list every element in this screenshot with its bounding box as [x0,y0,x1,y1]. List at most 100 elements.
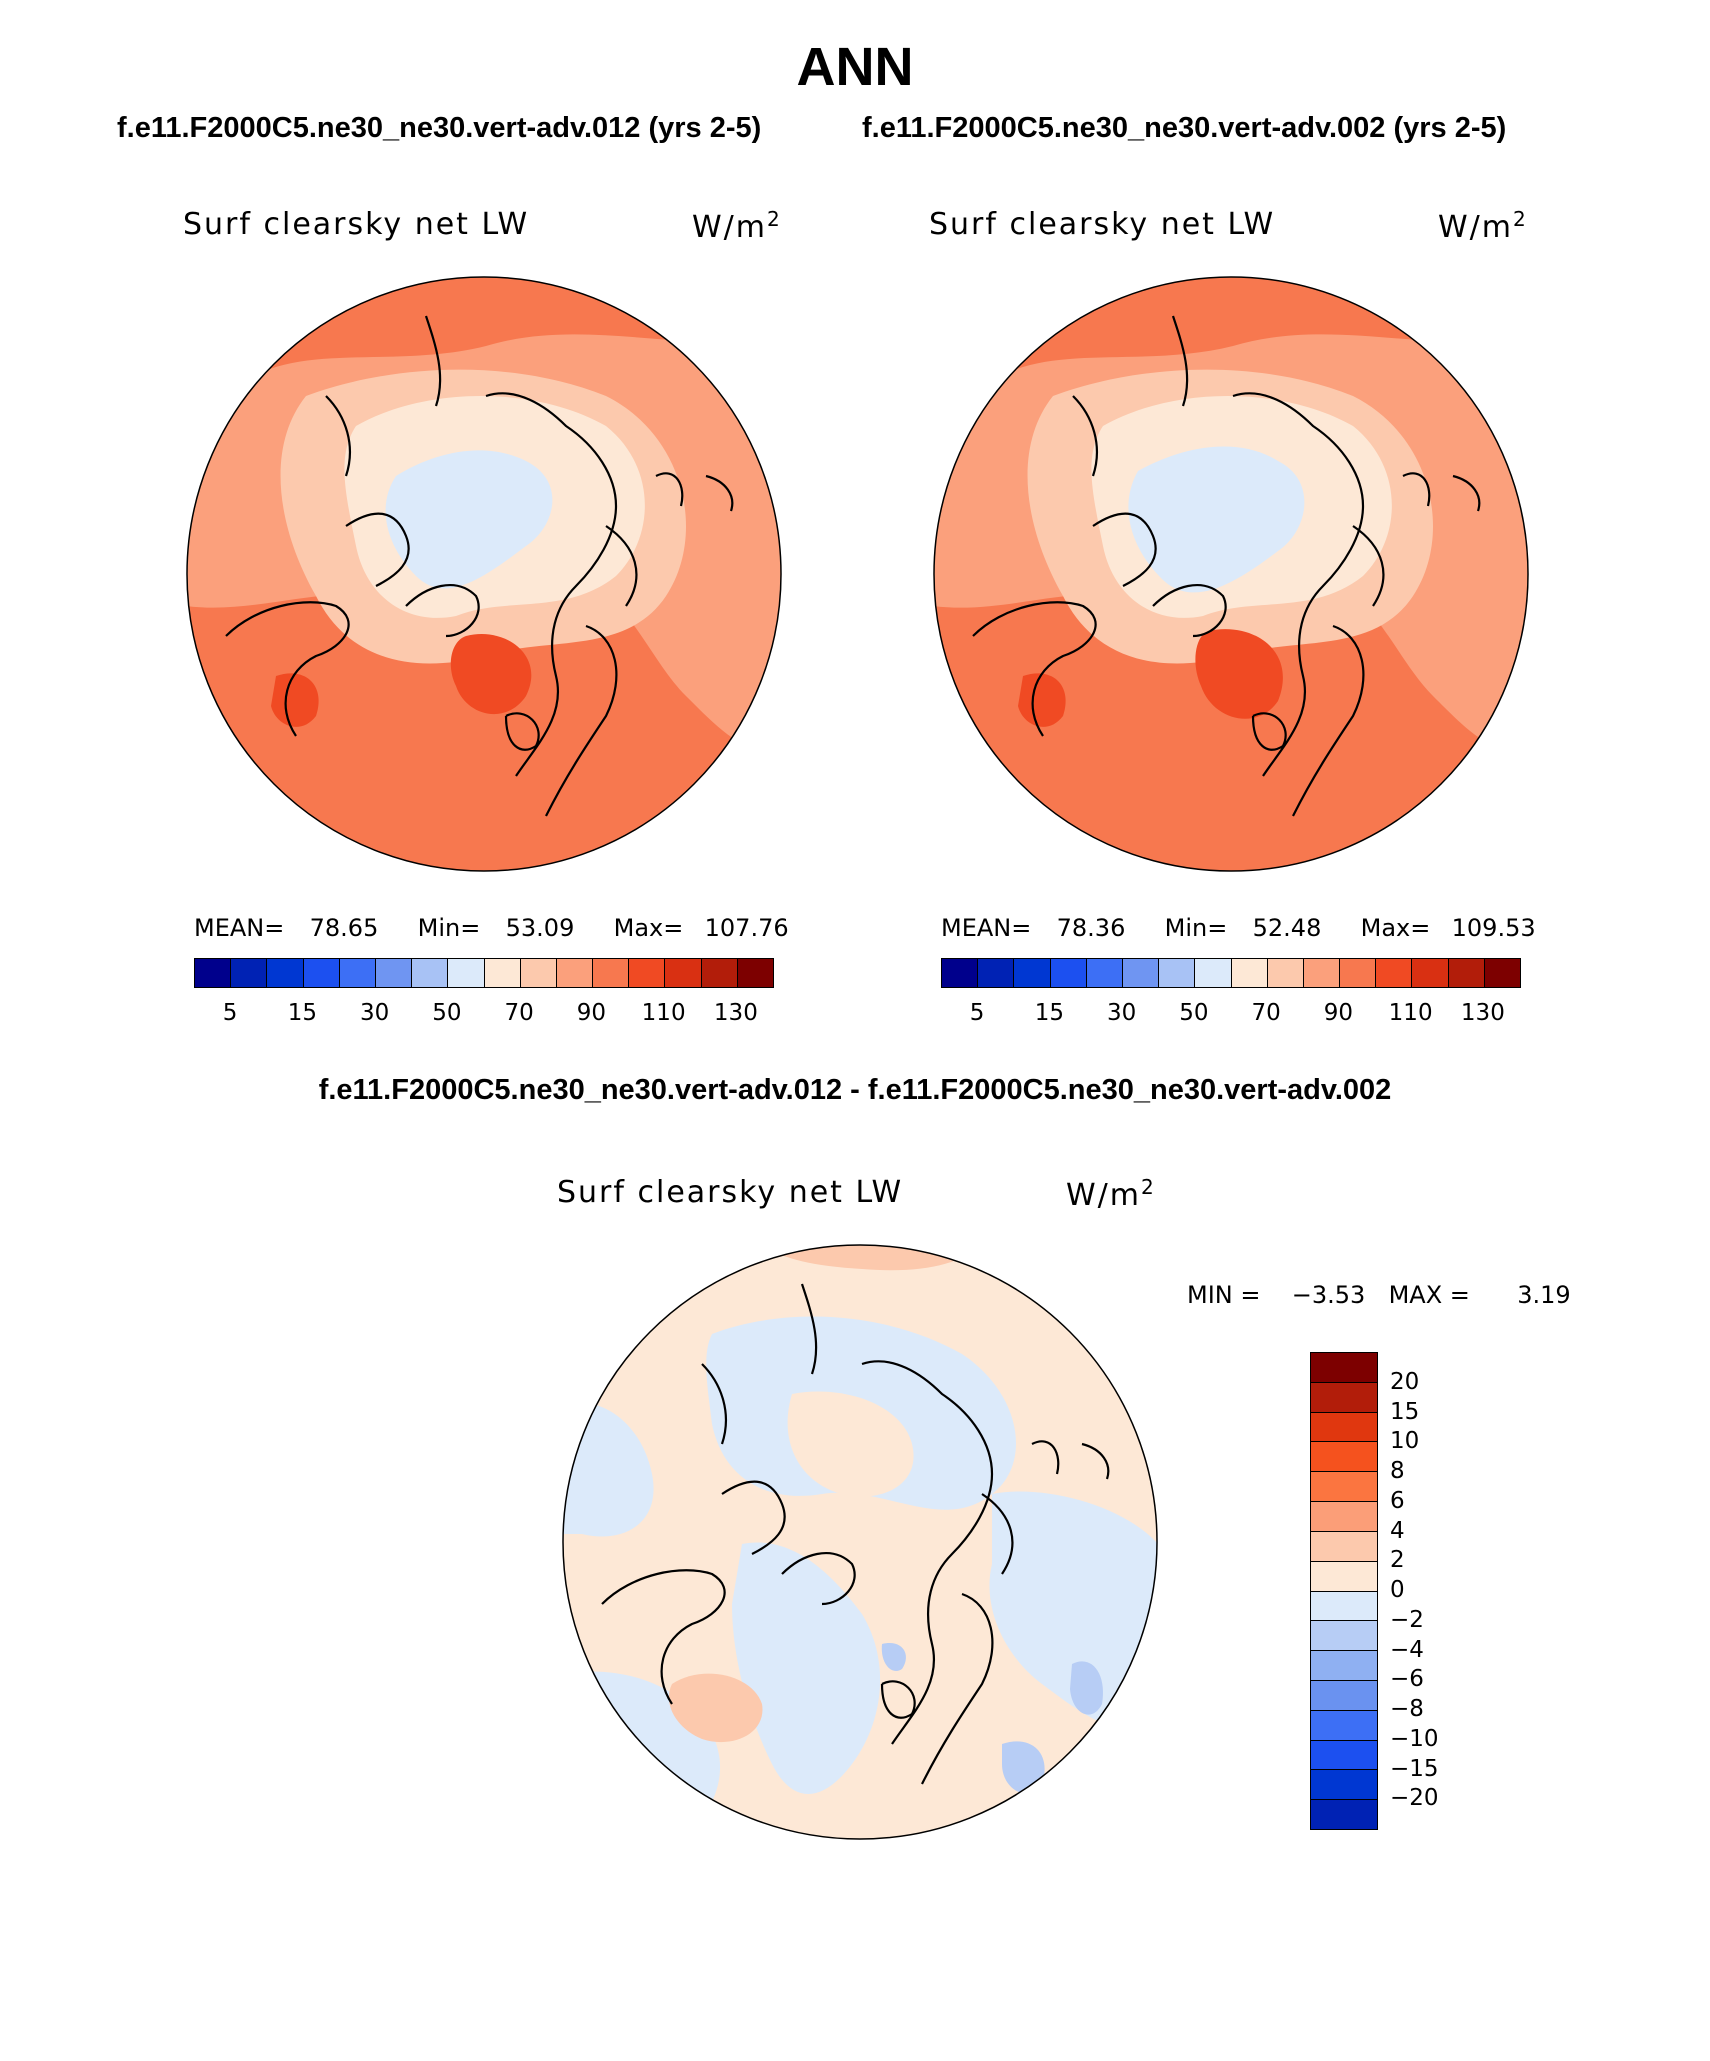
colorbar-swatch [1376,959,1413,987]
colorbar-tick-label: −10 [1390,1725,1439,1752]
colorbar-swatch [629,959,666,987]
colorbar-swatch [978,959,1015,987]
colorbar-tick-label: 70 [1251,1000,1281,1026]
colorbar-swatch [1311,1621,1377,1652]
colorbar-swatch [665,959,702,987]
panel2-min-label: Min= [1164,914,1228,942]
colorbar-swatch [1311,1531,1377,1562]
colorbar-swatch [1311,1651,1377,1681]
diff-field-neg-south [732,1542,881,1794]
diff-max-label: MAX = [1388,1281,1470,1309]
colorbar-tick-label: 30 [359,1000,390,1026]
diff-field-neg-east [989,1491,1157,1731]
panel2-colorbar [941,958,1521,988]
panel1-colorbar [194,958,774,988]
case-title-left: f.e11.F2000C5.ne30_ne30.vert-adv.012 (yr… [117,112,762,144]
colorbar-swatch [1267,959,1304,987]
colorbar-tick-label: 6 [1390,1487,1405,1514]
panel1-mean-label: MEAN= [194,914,285,942]
colorbar-tick-label: 70 [504,1000,534,1026]
panel2-polar-map [933,276,1529,872]
colorbar-swatch [1311,1472,1377,1503]
colorbar-swatch [1311,1591,1377,1622]
panel2-mean-label: MEAN= [941,914,1032,942]
colorbar-swatch [1159,959,1196,987]
colorbar-swatch [1311,1800,1377,1829]
colorbar-tick-label: 110 [641,1000,686,1026]
colorbar-swatch [520,959,557,987]
map1-field-hot-west [271,673,319,727]
colorbar-tick-label: 2 [1390,1547,1405,1574]
colorbar-tick-label: 50 [1179,1000,1209,1026]
colorbar-tick-label: −2 [1390,1606,1424,1633]
colorbar-tick-label: 20 [1390,1368,1420,1395]
colorbar-swatch [195,959,232,987]
panel2-units-label: W/m2 [1438,207,1528,245]
colorbar-swatch [1311,1710,1377,1741]
colorbar-tick-label: −6 [1390,1666,1424,1693]
map2-field-hot-west [1018,673,1066,727]
panel2-mean-value: 78.36 [1056,914,1126,942]
panel2-variable-label: Surf clearsky net LW [929,207,1276,242]
colorbar-tick-label: 90 [1323,1000,1354,1026]
diff-field-pos2-a [668,1673,763,1743]
colorbar-swatch [1311,1412,1377,1443]
colorbar-swatch [1311,1740,1377,1771]
colorbar-tick-label: 5 [969,1000,985,1026]
colorbar-swatch [556,959,594,987]
diff-min-label: MIN = [1187,1281,1261,1309]
colorbar-tick-label: 110 [1388,1000,1433,1026]
colorbar-swatch [1311,1382,1377,1413]
colorbar-swatch [1231,959,1268,987]
colorbar-swatch [303,959,340,987]
colorbar-tick-label: 15 [1034,1000,1065,1026]
diff-minmax: MIN = −3.53 MAX = 3.19 [1187,1281,1571,1309]
diff-field-neg-west [563,1402,654,1537]
colorbar-tick-label: 30 [1106,1000,1137,1026]
colorbar-swatch [593,959,630,987]
main-title: ANN [796,37,914,97]
colorbar-tick-label: 4 [1390,1517,1405,1544]
colorbar-swatch [339,959,376,987]
map1-field-cold [385,450,553,589]
diff-colorbar [1310,1352,1378,1830]
colorbar-swatch [1311,1770,1377,1801]
panel1-max-label: Max= [613,914,684,942]
colorbar-tick-label: 10 [1390,1428,1420,1455]
panel1-polar-map [186,276,782,872]
colorbar-swatch [1311,1442,1377,1473]
panel1-min-value: 53.09 [505,914,575,942]
colorbar-tick-label: 130 [1460,1000,1505,1026]
colorbar-swatch [701,959,738,987]
panel1-variable-label: Surf clearsky net LW [183,207,530,242]
colorbar-tick-label: 50 [432,1000,462,1026]
diff-min-value: −3.53 [1291,1281,1366,1309]
colorbar-swatch [1484,959,1520,987]
panel1-max-value: 107.76 [704,914,789,942]
diff-field-pos-arctic [787,1391,914,1497]
colorbar-swatch [1014,959,1051,987]
colorbar-swatch [1311,1680,1377,1711]
panel2-max-value: 109.53 [1451,914,1536,942]
colorbar-swatch [942,959,979,987]
colorbar-swatch [1086,959,1123,987]
panel1-mean-value: 78.65 [309,914,379,942]
case-title-right: f.e11.F2000C5.ne30_ne30.vert-adv.002 (yr… [862,112,1507,144]
colorbar-swatch [1311,1561,1377,1592]
diff-field-neg2-a [1070,1661,1103,1715]
panel2-max-label: Max= [1360,914,1431,942]
colorbar-tick-label: 8 [1390,1458,1405,1484]
colorbar-swatch [1122,959,1160,987]
panel2-stats: MEAN= 78.36 Min= 52.48 Max= 109.53 [941,914,1536,942]
map2-field-cold [1128,446,1305,593]
colorbar-swatch [375,959,413,987]
map2-field-warm-south [934,576,1528,871]
diff-coastline [601,1283,1110,1785]
panel2-min-value: 52.48 [1252,914,1322,942]
diff-title: f.e11.F2000C5.ne30_ne30.vert-adv.012 - f… [318,1074,1392,1106]
diff-variable-label: Surf clearsky net LW [557,1175,904,1210]
map1-field-warm-south [187,576,781,871]
colorbar-swatch [484,959,521,987]
colorbar-swatch [1340,959,1377,987]
colorbar-swatch [231,959,268,987]
